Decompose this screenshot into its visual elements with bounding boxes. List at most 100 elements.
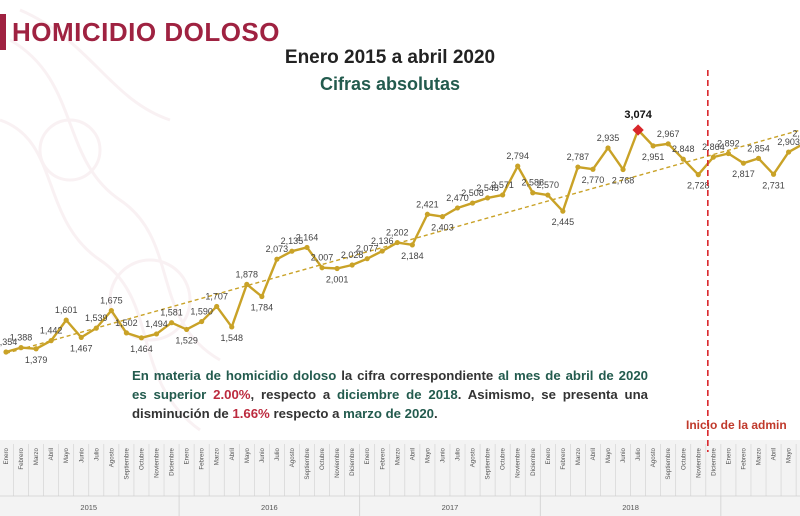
data-label: 2,768	[612, 175, 635, 185]
data-label: 2,770	[582, 175, 605, 185]
data-point	[364, 256, 370, 262]
data-label: 2,571	[491, 180, 514, 190]
data-point	[409, 242, 415, 248]
data-point	[755, 155, 762, 161]
year-label: 2015	[80, 503, 97, 512]
data-label: 1,601	[55, 305, 78, 315]
data-label: 2,951	[642, 152, 665, 162]
data-label: 1,539	[85, 313, 108, 323]
data-point	[545, 192, 551, 198]
x-tick-label: Septiembre	[304, 447, 311, 479]
data-point	[199, 318, 205, 325]
note-percent-increase: 2.00%	[213, 387, 251, 402]
x-tick-label: Junio	[78, 447, 85, 462]
x-tick-label: Julio	[635, 447, 642, 460]
data-label: 2,787	[567, 152, 590, 162]
x-tick-label: Diciembre	[169, 447, 176, 475]
chart-subtitle: Enero 2015 a abril 2020	[284, 47, 496, 68]
x-tick-label: Febrero	[379, 447, 386, 469]
data-label: 2,728	[687, 181, 710, 191]
x-tick-label: Mayo	[786, 447, 793, 463]
data-point	[33, 346, 39, 352]
data-point	[48, 338, 54, 344]
x-tick-label: Octubre	[680, 447, 687, 470]
data-label: 1,354	[0, 337, 17, 347]
x-tick-label: Enero	[3, 447, 10, 464]
x-tick-label: Julio	[93, 447, 100, 460]
data-label: 1,494	[145, 319, 168, 329]
x-tick-label: Mayo	[63, 447, 70, 463]
data-label: 2,001	[326, 274, 349, 284]
x-tick-label: Abril	[48, 448, 55, 460]
note-paragraph: En materia de homicidio doloso la cifra …	[132, 366, 648, 423]
x-tick-label: Octubre	[319, 447, 326, 470]
data-label: 2,864	[702, 142, 725, 152]
x-tick-label: Mayo	[424, 447, 431, 463]
data-point	[530, 190, 536, 196]
data-label: 2,967	[657, 129, 680, 139]
x-tick-label: Diciembre	[530, 447, 537, 475]
data-point	[680, 156, 686, 162]
data-point	[168, 320, 175, 326]
x-tick-label: Noviembre	[334, 447, 341, 477]
data-point	[274, 256, 280, 262]
x-tick-label: Agosto	[108, 447, 115, 467]
data-point	[725, 150, 732, 157]
data-label: 1,581	[160, 308, 183, 318]
data-point	[18, 345, 24, 351]
data-point	[334, 265, 340, 272]
x-tick-label: Marzo	[214, 447, 221, 465]
data-point	[575, 164, 581, 170]
data-point	[439, 214, 446, 220]
data-point	[289, 248, 295, 254]
admin-start-label: Inicio de la admin	[686, 418, 787, 432]
note-highlight-month: al mes de abril de 2020 es superior	[132, 368, 648, 402]
x-tick-label: Febrero	[740, 447, 747, 469]
data-point	[740, 160, 747, 166]
data-label: 2,202	[386, 228, 409, 238]
data-label: 2,935	[597, 133, 620, 143]
x-tick-label: Septiembre	[123, 447, 130, 479]
note-text: la cifra correspondiente	[336, 368, 499, 383]
data-label: 2,164	[296, 232, 319, 242]
data-point	[394, 239, 400, 246]
data-point	[500, 192, 506, 198]
data-point	[605, 145, 611, 151]
x-tick-label: Febrero	[199, 447, 206, 469]
note-percent-decrease: 1.66%	[232, 406, 270, 421]
data-label: 2,570	[537, 180, 560, 190]
x-tick-label: Marzo	[575, 447, 582, 465]
x-tick-label: Marzo	[756, 447, 763, 465]
note-text: , respecto a	[250, 387, 338, 402]
year-label: 2018	[622, 503, 639, 512]
data-point	[650, 143, 656, 149]
x-tick-label: Octubre	[500, 447, 507, 470]
data-label: 2,892	[717, 138, 740, 148]
data-point	[78, 334, 84, 341]
data-point	[108, 307, 114, 314]
x-tick-label: Junio	[620, 447, 627, 462]
data-label: 2,903	[777, 137, 800, 147]
data-point	[184, 326, 190, 333]
x-tick-label: Febrero	[18, 447, 25, 469]
page-title: HOMICIDIO DOLOSO	[12, 16, 280, 47]
data-point	[244, 281, 250, 287]
data-label: 2,794	[506, 151, 529, 161]
data-label: 2,077	[356, 244, 379, 254]
data-point	[695, 172, 701, 178]
x-tick-label: Octubre	[138, 447, 145, 470]
x-tick-label: Junio	[259, 447, 266, 462]
data-point	[485, 195, 491, 201]
note-text: respecto a	[269, 406, 344, 421]
data-label: 2,731	[762, 180, 785, 190]
data-point	[424, 211, 430, 217]
data-label: 3,074	[624, 109, 652, 121]
x-tick-label: Enero	[725, 447, 732, 464]
x-tick-label: Noviembre	[154, 447, 161, 477]
note-text: . Asimismo, se presenta una disminución …	[132, 387, 649, 421]
x-tick-label: Abril	[229, 448, 236, 460]
year-label: 2017	[442, 503, 459, 512]
data-point	[710, 154, 716, 160]
data-label: 1,379	[25, 355, 48, 365]
data-point	[590, 166, 596, 172]
